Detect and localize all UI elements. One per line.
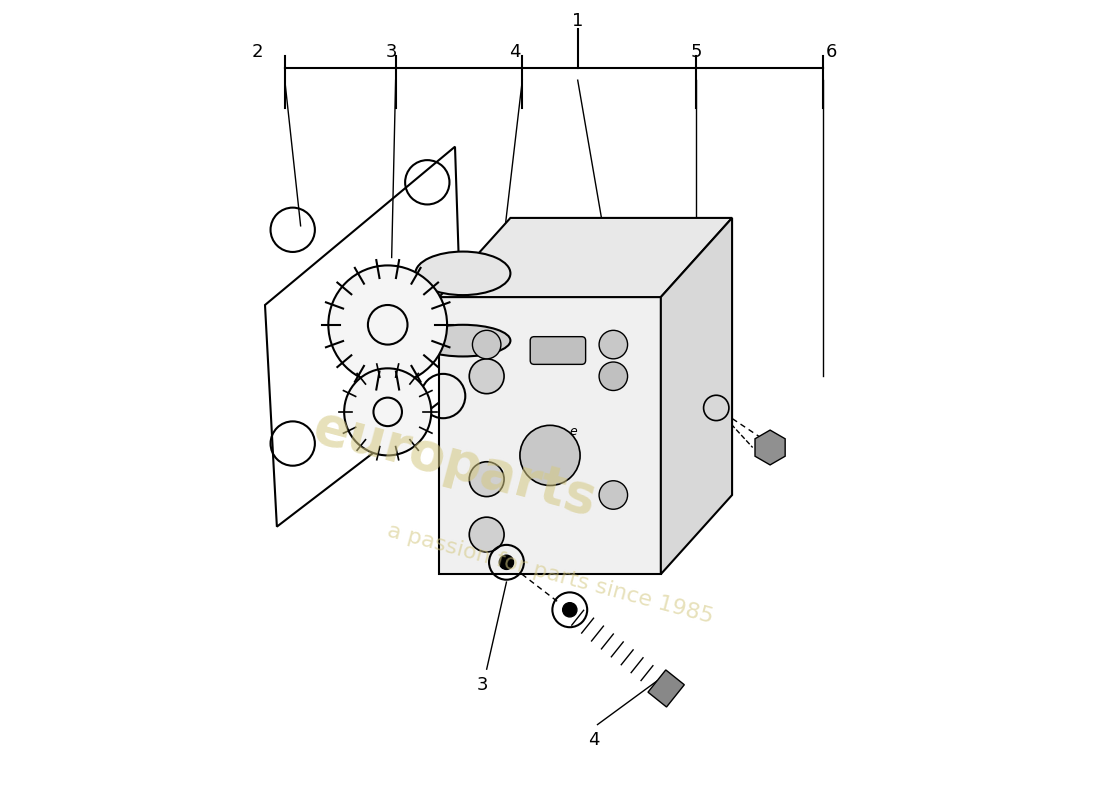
Circle shape xyxy=(472,330,500,359)
Text: 6: 6 xyxy=(825,43,837,62)
Ellipse shape xyxy=(416,251,510,295)
Circle shape xyxy=(600,330,628,359)
Polygon shape xyxy=(439,297,661,574)
Circle shape xyxy=(499,555,514,570)
FancyBboxPatch shape xyxy=(530,337,585,364)
Text: 3: 3 xyxy=(477,676,488,694)
Circle shape xyxy=(600,481,628,510)
Polygon shape xyxy=(439,218,733,297)
Circle shape xyxy=(328,266,447,384)
Circle shape xyxy=(470,517,504,552)
Ellipse shape xyxy=(416,325,510,357)
Text: 1: 1 xyxy=(572,12,583,30)
Polygon shape xyxy=(648,670,684,707)
Text: e: e xyxy=(570,425,578,438)
Circle shape xyxy=(344,368,431,455)
Text: 3: 3 xyxy=(386,43,397,62)
Text: 5: 5 xyxy=(691,43,702,62)
Circle shape xyxy=(520,426,580,486)
Text: 4: 4 xyxy=(508,43,520,62)
Polygon shape xyxy=(755,430,785,465)
Text: 4: 4 xyxy=(587,731,600,750)
Text: europarts: europarts xyxy=(308,401,603,526)
Polygon shape xyxy=(661,218,733,574)
Circle shape xyxy=(470,359,504,394)
Circle shape xyxy=(470,462,504,497)
Circle shape xyxy=(563,602,576,617)
Text: 2: 2 xyxy=(251,43,263,62)
Text: a passion for parts since 1985: a passion for parts since 1985 xyxy=(385,521,715,627)
Circle shape xyxy=(600,362,628,390)
